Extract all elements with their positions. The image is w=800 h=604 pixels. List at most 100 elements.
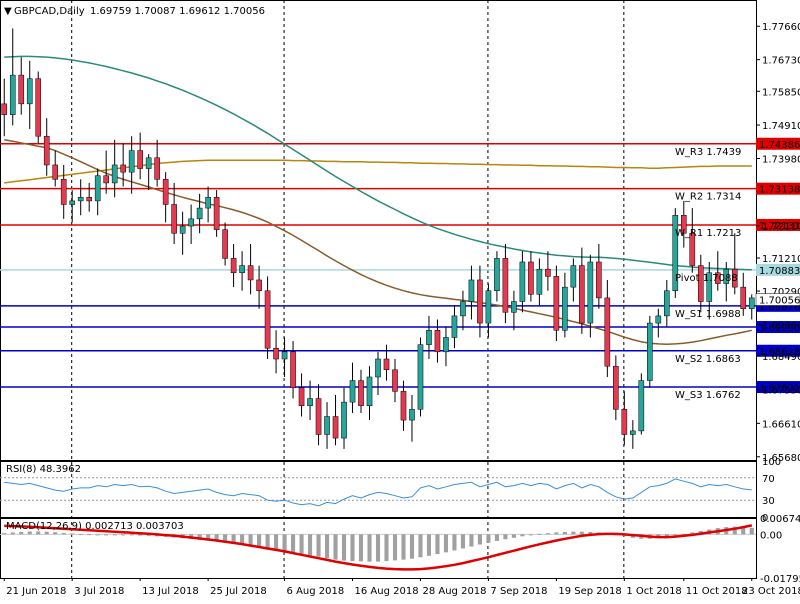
rsi-tick-label: 100 [762, 457, 781, 468]
macd-histogram-bar [494, 534, 499, 541]
level-text-pivot: Pivot 1.7088 [675, 273, 738, 284]
candle-bull[interactable] [443, 337, 449, 353]
candle-bear[interactable] [171, 204, 177, 234]
candle-bear[interactable] [740, 286, 747, 309]
candle-bear[interactable] [400, 391, 407, 421]
candle-bull[interactable] [341, 401, 347, 439]
candle-bear[interactable] [52, 164, 59, 180]
candle-bear[interactable] [256, 279, 262, 291]
candle-bear[interactable] [613, 365, 619, 410]
candle-bear[interactable] [264, 290, 271, 349]
candle-bear[interactable] [604, 297, 611, 367]
candle-bull[interactable] [205, 197, 211, 209]
candle-bear[interactable] [596, 261, 602, 299]
candle-bear[interactable] [528, 261, 534, 295]
candle-bear[interactable] [213, 197, 220, 230]
candle-bear[interactable] [697, 265, 704, 302]
candle-bull[interactable] [9, 74, 16, 115]
candle-bull[interactable] [638, 380, 645, 432]
candle-bull[interactable] [179, 225, 186, 234]
candle-bear[interactable] [358, 380, 364, 406]
candle-bull[interactable] [468, 279, 475, 302]
candle-bull[interactable] [69, 200, 76, 205]
candle-bull[interactable] [748, 297, 755, 309]
candle-bull[interactable] [196, 207, 203, 220]
macd-histogram-bar [741, 526, 746, 535]
candle-bull[interactable] [188, 218, 194, 227]
candle-bear[interactable] [154, 157, 160, 180]
candle-bear[interactable] [579, 265, 585, 324]
candle-bear[interactable] [298, 387, 305, 406]
rsi-tick-label: 0 [762, 513, 768, 524]
candle-bull[interactable] [324, 416, 330, 435]
candle-bear[interactable] [120, 164, 126, 173]
candle-bull[interactable] [562, 286, 568, 331]
candle-bear[interactable] [247, 265, 254, 281]
candle-bull[interactable] [307, 398, 313, 406]
candle-bull[interactable] [366, 376, 373, 406]
candle-bear[interactable] [553, 276, 560, 331]
candle-bull[interactable] [485, 290, 492, 324]
candle-bull[interactable] [111, 164, 118, 184]
candle-bear[interactable] [162, 179, 169, 205]
candle-bear[interactable] [18, 74, 25, 105]
candle-bear[interactable] [477, 279, 483, 324]
candle-bear[interactable] [60, 179, 67, 205]
candle-bear[interactable] [86, 197, 92, 202]
candle-bear[interactable] [273, 347, 279, 360]
candle-bear[interactable] [222, 229, 228, 259]
macd-histogram-bar [367, 534, 372, 562]
candle-bull[interactable] [587, 261, 594, 324]
candle-bear[interactable] [137, 150, 143, 169]
candle-bull[interactable] [375, 358, 381, 378]
candle-bear[interactable] [434, 330, 441, 353]
candle-bull[interactable] [706, 272, 713, 302]
candle-bull[interactable] [417, 344, 424, 410]
candle-bear[interactable] [680, 215, 687, 234]
candle-bull[interactable] [511, 301, 517, 313]
candle-bear[interactable] [689, 232, 696, 266]
candle-bear[interactable] [290, 351, 296, 389]
rsi-panel-frame[interactable] [0, 461, 757, 518]
candle-bull[interactable] [647, 322, 653, 381]
candle-bear[interactable] [332, 416, 339, 439]
candle-bull[interactable] [460, 301, 466, 317]
candle-bull[interactable] [145, 157, 152, 169]
candle-bull[interactable] [409, 409, 415, 421]
candle-bull[interactable] [426, 330, 432, 345]
candle-bear[interactable] [392, 369, 398, 392]
candle-bear[interactable] [1, 103, 8, 115]
candle-bull[interactable] [723, 268, 730, 284]
candle-bear[interactable] [43, 135, 50, 166]
candle-bull[interactable] [494, 258, 500, 291]
candle-bull[interactable] [519, 261, 526, 302]
candle-bear[interactable] [35, 78, 42, 137]
candle-bear[interactable] [502, 258, 509, 313]
candle-bull[interactable] [451, 315, 458, 338]
candle-bear[interactable] [103, 175, 109, 184]
candle-bull[interactable] [349, 380, 356, 403]
candle-bull[interactable] [26, 78, 33, 105]
candle-bull[interactable] [655, 315, 662, 324]
candle-bull[interactable] [664, 290, 670, 317]
candle-bull[interactable] [128, 150, 135, 173]
macd-histogram-bar [469, 534, 474, 547]
candle-bull[interactable] [536, 268, 543, 295]
candle-bull[interactable] [239, 265, 245, 274]
macd-histogram-bar [673, 534, 678, 536]
candle-bull[interactable] [77, 197, 84, 202]
candle-bull[interactable] [630, 430, 636, 435]
candle-bear[interactable] [315, 398, 322, 435]
candle-bear[interactable] [621, 409, 628, 435]
candle-bear[interactable] [545, 268, 551, 277]
candle-bull[interactable] [570, 265, 577, 288]
candle-bull[interactable] [94, 175, 101, 202]
candle-bear[interactable] [230, 258, 237, 274]
candle-bull[interactable] [281, 351, 288, 360]
candle-bull[interactable] [672, 215, 679, 291]
candle-bear[interactable] [731, 268, 738, 288]
candle-bear[interactable] [383, 358, 390, 371]
candle-bear[interactable] [714, 272, 721, 284]
